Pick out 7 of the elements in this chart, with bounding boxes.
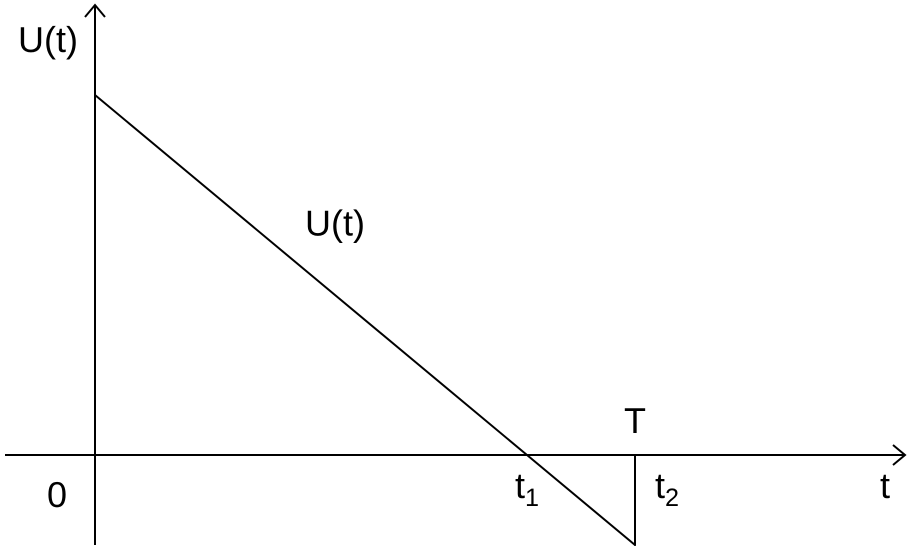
annotation: 0 — [46, 474, 67, 515]
x-tick-label: T — [624, 400, 646, 441]
y-axis-title: U(t) — [18, 19, 78, 60]
annotation: t$_{2}$ — [655, 465, 680, 512]
text: t — [880, 465, 890, 506]
series-label: U(t) — [305, 202, 365, 244]
x-tick-label: t$_{1}$ — [514, 465, 540, 512]
